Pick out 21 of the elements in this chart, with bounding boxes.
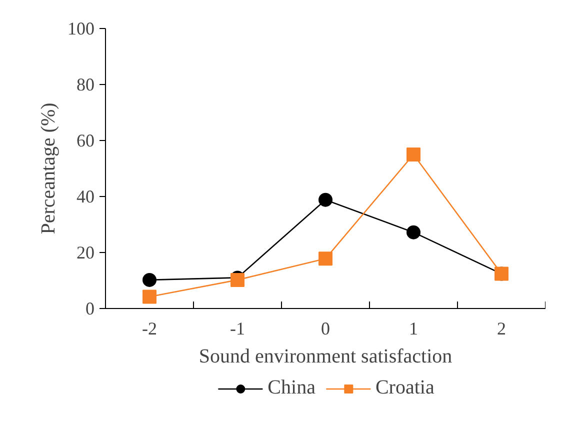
x-tick-label: -2 [142,318,158,338]
point [318,252,332,266]
point [142,272,156,287]
point [318,192,332,207]
point [406,148,420,162]
y-tick-label: 60 [76,130,94,150]
legend-label: Croatia [375,376,434,400]
x-axis-title: Sound environment satisfaction [198,346,452,368]
x-tick-label: 0 [321,318,330,338]
y-tick-label: 0 [86,298,94,318]
y-tick-label: 20 [76,242,94,262]
y-axis-title: Perceantage (%) [38,102,60,234]
x-tick-label: 2 [497,318,506,338]
x-tick-label: -1 [230,318,246,338]
y-tick-label: 40 [76,186,94,206]
y-tick-label: 100 [68,18,94,38]
x-tick-label: 1 [409,318,418,338]
y-tick-label: 80 [76,74,94,94]
legend-label: China [268,376,316,400]
point [406,225,420,240]
point [142,290,156,304]
